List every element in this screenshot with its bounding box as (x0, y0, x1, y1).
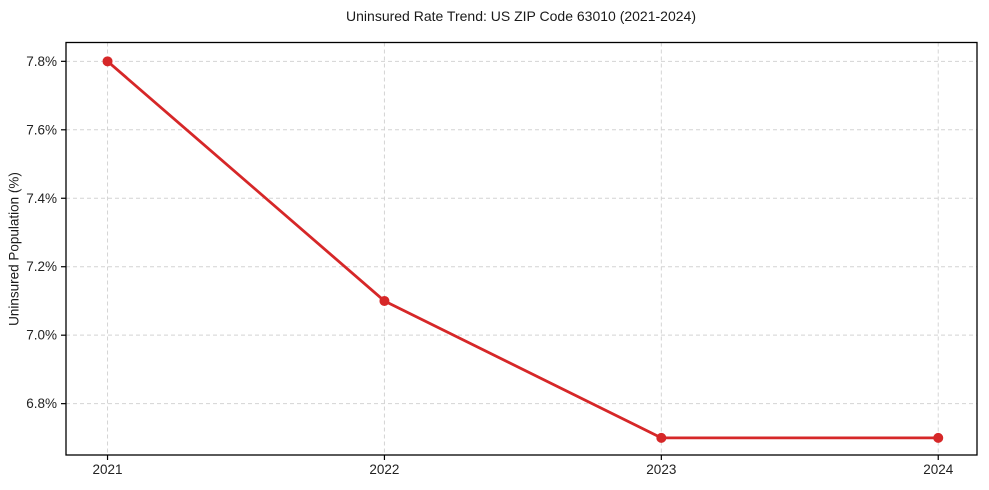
y-tick-label: 7.6% (26, 122, 57, 137)
y-tick-label: 6.8% (26, 396, 57, 411)
x-tick-label: 2022 (369, 462, 399, 477)
trend-line (106, 59, 940, 440)
plot-border (65, 41, 978, 456)
y-tick-label: 7.4% (26, 191, 57, 206)
data-point-marker (379, 295, 390, 306)
data-point-marker (656, 432, 667, 443)
x-tick-label: 2021 (93, 462, 123, 477)
chart-title: Uninsured Rate Trend: US ZIP Code 63010 … (346, 8, 696, 24)
data-point-marker (102, 56, 113, 67)
data-point-marker (933, 432, 944, 443)
y-tick-label: 7.8% (26, 54, 57, 69)
x-tick-label: 2024 (923, 462, 954, 477)
y-tick-label: 7.0% (26, 328, 57, 343)
y-tick-label: 7.2% (26, 259, 57, 274)
x-tick-label: 2023 (646, 462, 676, 477)
